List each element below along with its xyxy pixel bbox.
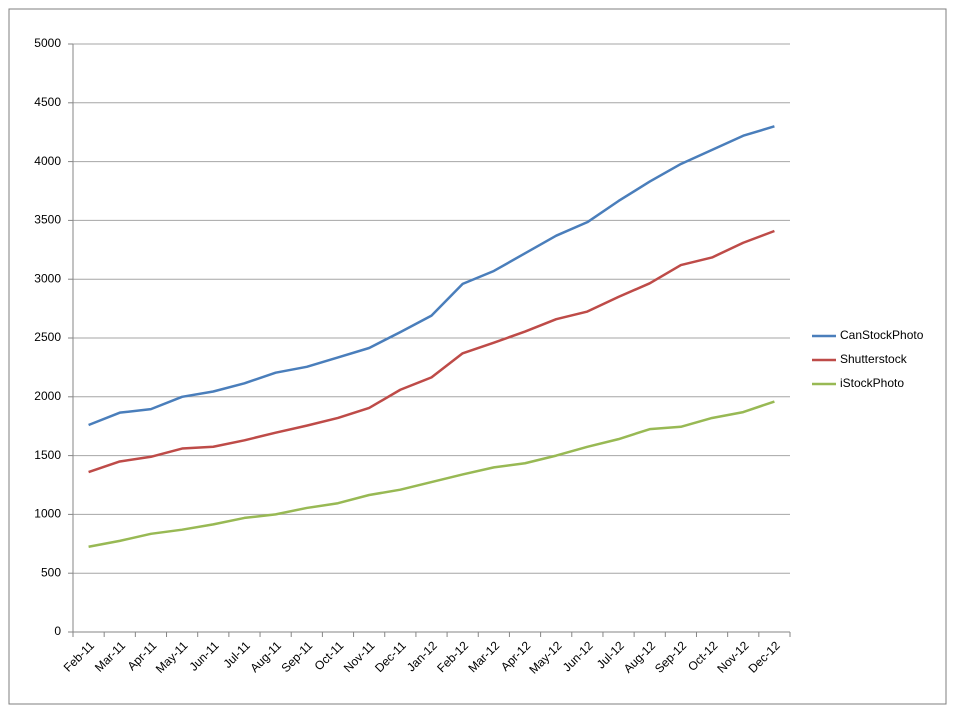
- y-tick-label: 2500: [34, 330, 61, 344]
- y-tick-label: 4000: [34, 154, 61, 168]
- y-tick-label: 1500: [34, 448, 61, 462]
- series-line: [88, 400, 775, 548]
- x-tick-label: Aug-11: [247, 638, 284, 675]
- x-tick-label: Jan-12: [404, 638, 440, 674]
- y-tick-label: 0: [54, 624, 61, 638]
- y-tick-label: 4500: [34, 95, 61, 109]
- series-line: [88, 125, 775, 427]
- x-tick-label: Sep-11: [279, 638, 316, 675]
- legend-label: iStockPhoto: [840, 376, 904, 390]
- x-tick-label: Feb-12: [434, 638, 471, 675]
- y-tick-label: 3000: [34, 271, 61, 285]
- y-tick-label: 3500: [34, 213, 61, 227]
- x-tick-label: Nov-11: [341, 638, 378, 675]
- x-tick-label: Aug-12: [621, 638, 658, 675]
- y-tick-label: 5000: [34, 36, 61, 50]
- legend-label: Shutterstock: [840, 352, 908, 366]
- x-tick-label: Mar-11: [92, 638, 128, 674]
- x-tick-label: Nov-12: [714, 638, 751, 675]
- x-tick-label: Oct-12: [685, 638, 721, 674]
- x-tick-label: Dec-11: [372, 638, 409, 675]
- chart-frame: [8, 8, 947, 705]
- x-tick-label: Feb-11: [61, 638, 97, 674]
- x-tick-label: May-12: [526, 638, 564, 676]
- x-tick-label: Dec-12: [746, 638, 783, 675]
- x-tick-label: Mar-12: [465, 638, 502, 675]
- x-tick-label: Jun-12: [560, 638, 596, 674]
- series-line: [88, 229, 775, 474]
- y-tick-label: 1000: [34, 507, 61, 521]
- legend-label: CanStockPhoto: [840, 328, 924, 342]
- x-tick-label: Sep-12: [652, 638, 689, 675]
- y-tick-label: 2000: [34, 389, 61, 403]
- x-tick-label: Oct-11: [312, 638, 347, 673]
- x-tick-label: May-11: [153, 638, 191, 676]
- x-tick-label: Jun-11: [186, 638, 221, 673]
- y-tick-label: 500: [41, 565, 61, 579]
